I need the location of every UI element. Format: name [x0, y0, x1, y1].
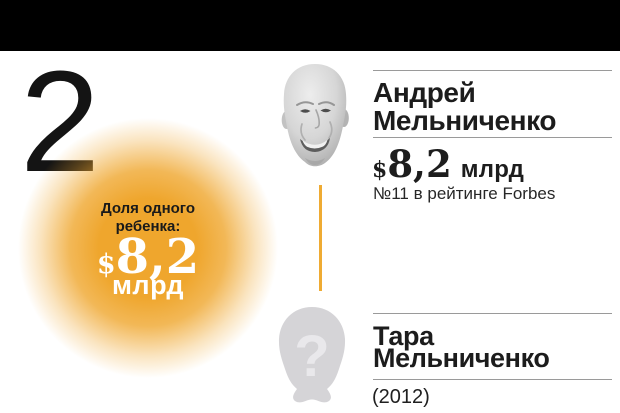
- parent-portrait-photo: [281, 64, 349, 167]
- parent-name: Андрей Мельниченко: [373, 77, 557, 136]
- share-amount-value: 8,2: [115, 229, 200, 285]
- question-mark-glyph: ?: [294, 324, 329, 389]
- child-name: Тара Мельниченко: [373, 321, 550, 373]
- share-bubble-amount: $8,2: [48, 233, 248, 287]
- top-black-bar: [0, 0, 620, 51]
- divider-below-child-name: [373, 379, 612, 380]
- parent-currency-sign: $: [372, 157, 388, 183]
- parent-amount-unit: млрд: [460, 156, 525, 183]
- family-connector-line: [319, 185, 322, 291]
- divider-below-parent-name: [373, 137, 612, 138]
- child-placeholder-silhouette: ?: [278, 307, 346, 403]
- share-bubble-label: Доля одного ребенка:: [48, 200, 248, 236]
- divider-above-parent-name: [373, 70, 612, 71]
- parent-forbes-rank: №11 в рейтинге Forbes: [373, 184, 556, 203]
- child-birth-year: (2012): [372, 386, 430, 408]
- parent-amount-value: 8,2: [387, 142, 452, 186]
- parent-name-line2: Мельниченко: [373, 105, 557, 136]
- parent-net-worth: $8,2 млрд: [372, 146, 524, 189]
- share-bubble-unit: млрд: [111, 270, 185, 300]
- child-name-line2: Мельниченко: [373, 343, 550, 373]
- parent-name-line1: Андрей: [373, 77, 476, 108]
- child-name-line1: Тара: [373, 321, 434, 351]
- bald-man-face-icon: [281, 64, 349, 167]
- share-bubble-label-line1: Доля одного: [100, 200, 196, 217]
- share-bubble: [18, 118, 278, 378]
- share-currency-sign: $: [96, 249, 116, 280]
- question-mark-silhouette-icon: ?: [278, 307, 346, 403]
- divider-above-child-name: [373, 313, 612, 314]
- share-bubble-label-line2: ребенка:: [115, 218, 181, 235]
